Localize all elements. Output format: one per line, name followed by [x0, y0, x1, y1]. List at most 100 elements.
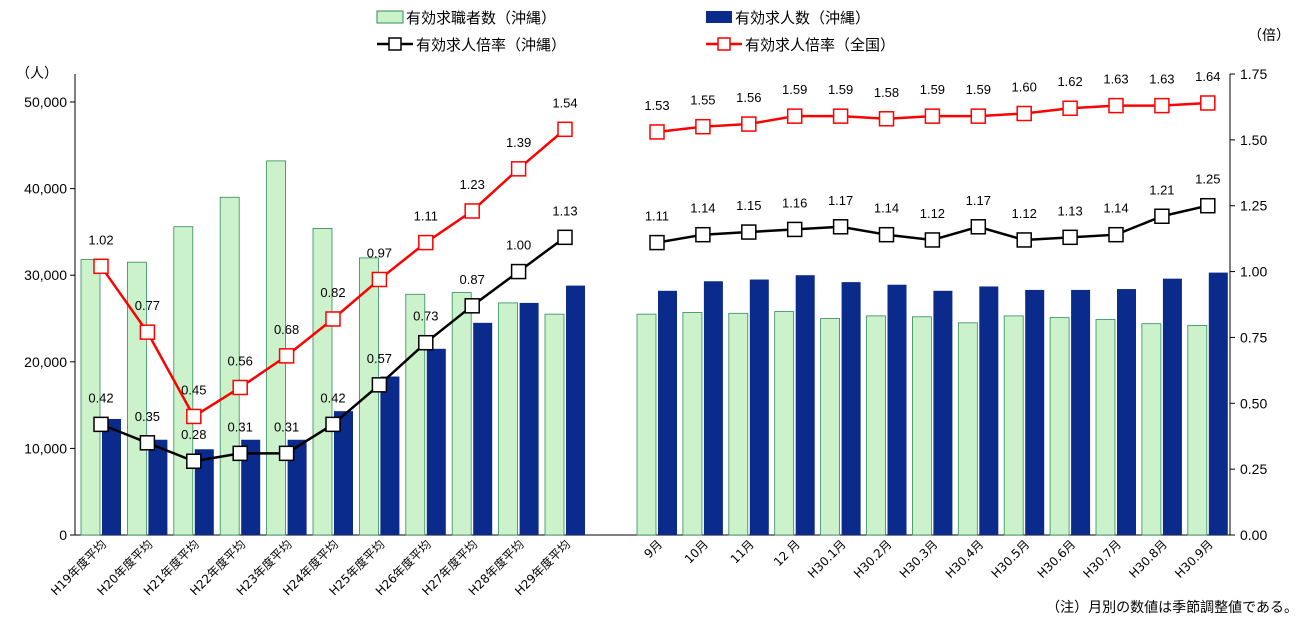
- series-marker: [741, 116, 757, 132]
- data-label: 1.14: [1103, 201, 1128, 216]
- legend-swatch-applicants: [376, 10, 404, 24]
- x-tick-label: H30.4月: [943, 537, 987, 581]
- bar-applicants: [1003, 315, 1024, 536]
- bar-openings: [566, 285, 585, 535]
- data-label: 1.62: [1057, 74, 1082, 89]
- bar-applicants: [1187, 325, 1208, 536]
- series-marker: [832, 219, 849, 235]
- legend-label-applicants: 有効求職者数（沖縄）: [406, 9, 556, 27]
- series-marker: [418, 234, 434, 251]
- data-label: 1.02: [88, 232, 113, 247]
- data-label: 1.53: [644, 98, 669, 113]
- bar-openings: [795, 275, 815, 535]
- bar-applicants: [80, 259, 101, 536]
- bar-openings: [194, 449, 214, 535]
- data-label: 1.60: [1012, 80, 1037, 95]
- data-label: 0.42: [320, 390, 345, 405]
- bar-openings: [1025, 289, 1045, 535]
- legend-label-ratio-national: 有効求人倍率（全国）: [745, 36, 895, 54]
- series-marker: [1108, 226, 1124, 243]
- series-marker: [970, 219, 987, 235]
- data-label: 1.13: [552, 203, 577, 218]
- series-marker: [1062, 100, 1078, 116]
- left-tick-label: 10,000: [24, 440, 67, 456]
- series-marker: [325, 311, 341, 327]
- bar-applicants: [358, 257, 379, 536]
- data-label: 0.97: [367, 245, 392, 260]
- data-label: 0.31: [228, 419, 253, 434]
- data-label: 0.73: [413, 309, 438, 324]
- series-marker: [1154, 97, 1170, 114]
- legend-label-openings: 有効求人数（沖縄）: [735, 9, 870, 27]
- data-label: 0.45: [181, 382, 206, 397]
- series-marker: [139, 324, 156, 340]
- bar-openings: [148, 439, 168, 535]
- right-tick-label: 1.25: [1240, 198, 1267, 214]
- series-marker: [695, 118, 711, 135]
- left-axis-ticks: 0 10,000 20,000 30,000 40,000 50,000: [24, 94, 75, 543]
- bar-openings: [287, 439, 307, 535]
- lines-layer: 1.02 0.77 0.45 0.56 0.68 0.82 0.97 1.11 1.23 1.39…: [88, 69, 1220, 469]
- series-marker: [878, 226, 895, 243]
- data-label: 1.25: [1195, 172, 1220, 187]
- right-tick-label: 0.25: [1240, 461, 1267, 477]
- data-label: 1.15: [736, 198, 761, 213]
- left-tick-label: 30,000: [24, 267, 67, 283]
- bar-openings: [519, 302, 539, 535]
- bar-applicants: [636, 313, 657, 536]
- data-label: 0.87: [460, 272, 485, 287]
- series-marker: [970, 108, 987, 124]
- left-tick-label: 40,000: [24, 181, 67, 197]
- series-marker: [325, 416, 341, 433]
- bar-openings: [1071, 289, 1091, 535]
- series-marker: [93, 258, 109, 275]
- data-label: 1.12: [1012, 206, 1037, 221]
- series-marker: [139, 435, 156, 451]
- left-tick-label: 50,000: [24, 94, 67, 110]
- x-tick-label: H30.1月: [805, 537, 849, 581]
- bar-applicants: [405, 293, 426, 536]
- bar-applicants: [498, 302, 519, 536]
- data-label: 0.57: [367, 351, 392, 366]
- series-marker: [557, 121, 573, 138]
- data-label: 1.17: [828, 193, 853, 208]
- x-tick-label: H30.8月: [1126, 537, 1170, 581]
- series-marker: [1108, 97, 1124, 114]
- bar-openings: [887, 284, 907, 535]
- data-label: 1.11: [645, 209, 669, 224]
- right-tick-label: 1.00: [1240, 264, 1267, 280]
- series-marker: [232, 379, 248, 396]
- bar-openings: [1117, 289, 1136, 535]
- series-marker: [924, 108, 941, 124]
- data-label: 1.55: [690, 93, 715, 108]
- x-axis-labels: H19年度平均H20年度平均H21年度平均H22年度平均H23年度平均H24年度…: [47, 537, 1216, 599]
- data-label: 1.59: [966, 82, 991, 97]
- bar-openings: [241, 439, 261, 535]
- left-tick-label: 0: [59, 527, 67, 543]
- data-label: 1.13: [1057, 203, 1082, 218]
- legend: 有効求職者数（沖縄） 有効求人数（沖縄） 有効求人倍率（沖縄） 有効求人倍率（全…: [376, 9, 895, 54]
- series-marker: [786, 108, 803, 124]
- series-marker: [464, 298, 480, 314]
- data-label: 1.59: [782, 82, 807, 97]
- bar-applicants: [266, 160, 287, 536]
- series-marker: [278, 348, 295, 364]
- series-marker: [186, 408, 202, 425]
- series-marker: [371, 271, 388, 288]
- data-label: 1.16: [782, 195, 807, 210]
- x-tick-label: H30.3月: [897, 537, 941, 581]
- series-marker: [418, 334, 434, 351]
- data-label: 1.63: [1103, 72, 1128, 87]
- data-label: 0.31: [274, 419, 299, 434]
- series-marker: [510, 263, 527, 280]
- series-marker: [741, 224, 757, 240]
- bar-applicants: [173, 226, 194, 536]
- series-marker: [93, 416, 109, 433]
- bar-applicants: [774, 311, 795, 536]
- data-label: 1.23: [460, 177, 485, 192]
- bar-openings: [979, 286, 999, 535]
- series-marker: [1154, 208, 1170, 225]
- left-axis-unit: （人）: [16, 66, 58, 82]
- series-marker: [278, 445, 295, 462]
